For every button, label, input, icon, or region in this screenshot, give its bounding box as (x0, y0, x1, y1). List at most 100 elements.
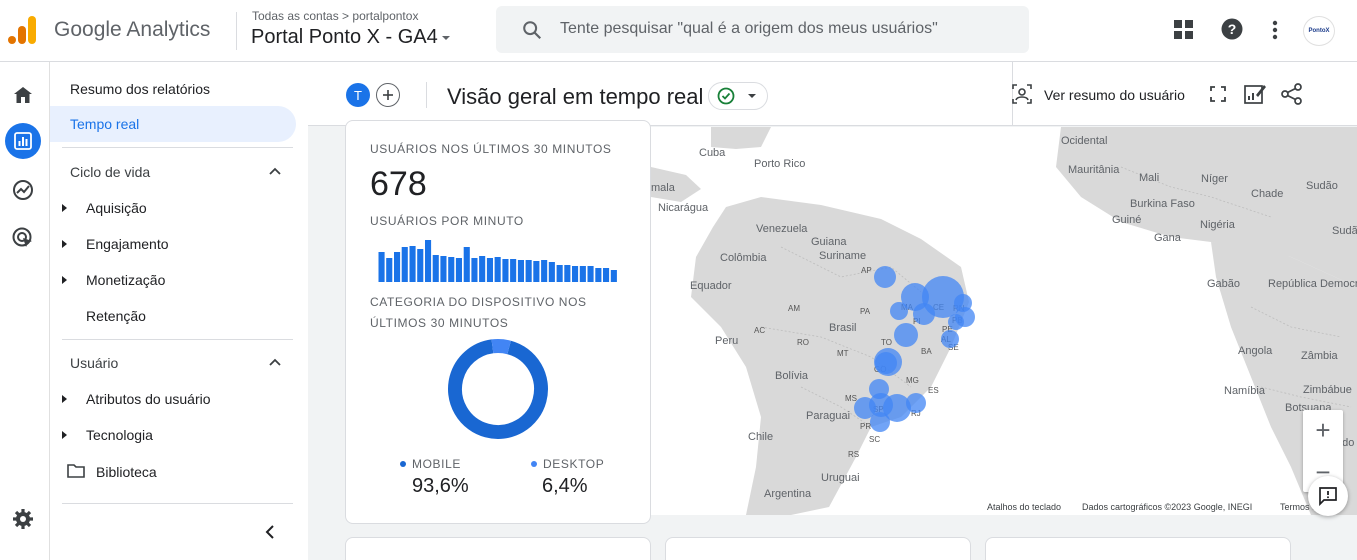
map-label: Bolívia (775, 370, 809, 382)
bar[interactable] (502, 259, 509, 282)
map-bubble[interactable] (890, 302, 908, 320)
divider (236, 12, 237, 50)
bar[interactable] (494, 257, 501, 282)
legend-mobile-value: 93,6% (412, 475, 469, 497)
customize-report-icon[interactable] (1244, 83, 1266, 105)
bar[interactable] (579, 266, 586, 282)
chevron-up-icon[interactable] (268, 356, 282, 370)
map-bubble[interactable] (941, 330, 959, 348)
feedback-button[interactable] (1308, 476, 1348, 516)
map-label: Guiana (811, 236, 847, 248)
map-label: RJ (911, 409, 921, 418)
map-bubble[interactable] (874, 266, 896, 288)
map-bubble[interactable] (854, 397, 876, 419)
bar[interactable] (463, 247, 470, 282)
apps-icon[interactable] (1174, 20, 1194, 40)
expand-arrow-icon (62, 276, 67, 284)
map-labels: Ocidental Cuba Porto Rico Mauritânia Mali Níg… (651, 135, 1357, 500)
bar[interactable] (548, 262, 555, 282)
caret-down-icon (441, 35, 450, 40)
bar[interactable] (587, 266, 594, 282)
share-icon[interactable] (1281, 83, 1303, 105)
bar[interactable] (432, 255, 439, 282)
bar[interactable] (409, 246, 416, 282)
property-name: Portal Ponto X - GA4 (251, 26, 438, 48)
bar[interactable] (455, 258, 462, 282)
chevron-up-icon[interactable] (268, 165, 282, 179)
bar[interactable] (572, 266, 579, 282)
reports-icon[interactable] (5, 123, 41, 159)
device-donut-chart[interactable] (446, 337, 550, 441)
map-label: Sudão do Sul (1332, 225, 1357, 237)
home-icon[interactable] (11, 83, 35, 107)
map-bubble[interactable] (875, 352, 897, 374)
data-quality-button[interactable] (708, 82, 768, 110)
bar[interactable] (556, 265, 563, 282)
user-snapshot-button[interactable]: Ver resumo do usuário (1012, 82, 1202, 108)
property-selector[interactable]: Portal Ponto X - GA4 (251, 26, 452, 49)
users-caption: USUÁRIOS NOS ÚLTIMOS 30 MINUTOS (370, 142, 612, 156)
bar[interactable] (595, 268, 602, 282)
plus-icon (383, 90, 393, 100)
more-vert-icon[interactable] (1272, 20, 1278, 40)
bar[interactable] (486, 258, 493, 282)
bar[interactable] (378, 252, 385, 282)
map-bubble[interactable] (906, 393, 926, 413)
chevron-left-icon[interactable] (258, 520, 282, 544)
fullscreen-icon[interactable] (1210, 86, 1226, 102)
bar[interactable] (425, 240, 432, 282)
bar[interactable] (401, 247, 408, 282)
map-bubble[interactable] (883, 394, 911, 422)
advertising-icon[interactable] (11, 226, 35, 250)
bar[interactable] (541, 260, 548, 282)
bar[interactable] (440, 256, 447, 282)
map-bubble[interactable] (870, 412, 890, 432)
realtime-map[interactable]: Ocidental Cuba Porto Rico Mauritânia Mali Níg… (651, 127, 1357, 515)
app-name[interactable]: Google Analytics (54, 18, 211, 41)
map-label: Equador (690, 280, 732, 292)
bar[interactable] (386, 258, 393, 282)
bar[interactable] (533, 261, 540, 282)
divider (62, 339, 293, 340)
comparison-avatar[interactable]: T (346, 83, 370, 107)
map-label: Paraguai (806, 410, 850, 422)
add-comparison-button[interactable] (376, 83, 400, 107)
bottom-card-2 (665, 537, 971, 560)
bar[interactable] (394, 252, 401, 282)
donut-slice-desktop[interactable] (446, 337, 550, 441)
help-icon[interactable]: ? (1221, 18, 1243, 40)
breadcrumb[interactable]: Todas as contas > portalpontox (252, 9, 419, 23)
attribution-terms[interactable]: Termos de uso (1280, 502, 1340, 512)
bar[interactable] (448, 257, 455, 282)
user-snapshot-label: Ver resumo do usuário (1044, 87, 1185, 103)
explore-icon[interactable] (11, 178, 35, 202)
attribution-shortcuts[interactable]: Atalhos do teclado (987, 502, 1062, 512)
map-bubble[interactable] (913, 303, 935, 325)
main-content: T Visão geral em tempo real Ver resumo d… (308, 62, 1357, 560)
bar[interactable] (417, 249, 424, 282)
users-per-minute-chart[interactable] (378, 238, 618, 282)
nav-item-realtime[interactable]: Tempo real (50, 106, 296, 142)
account-avatar[interactable]: PontoX (1303, 16, 1335, 46)
map-canvas[interactable]: Ocidental Cuba Porto Rico Mauritânia Mali Níg… (651, 127, 1357, 515)
bar[interactable] (471, 258, 478, 282)
bar[interactable] (517, 260, 524, 282)
search-bar[interactable]: Tente pesquisar "qual é a origem dos meu… (496, 6, 1029, 53)
bar[interactable] (479, 256, 486, 282)
bar[interactable] (510, 259, 517, 282)
google-analytics-logo-icon[interactable] (8, 14, 38, 46)
nav-section-lifecycle[interactable]: Ciclo de vida (70, 164, 151, 180)
zoom-in-button[interactable]: + (1315, 414, 1331, 445)
settings-icon[interactable] (11, 507, 35, 531)
bar[interactable] (564, 265, 571, 282)
nav-section-user[interactable]: Usuário (70, 355, 119, 371)
map-bubble[interactable] (894, 323, 918, 347)
bar[interactable] (603, 268, 610, 282)
nav-item-library[interactable]: Biblioteca (96, 464, 157, 480)
nav-item-reports-summary[interactable]: Resumo dos relatórios (70, 81, 211, 97)
map-label: Mauritânia (1068, 164, 1120, 176)
bar[interactable] (610, 270, 617, 282)
map-bubble[interactable] (948, 314, 964, 330)
map-label: Suriname (819, 250, 866, 262)
bar[interactable] (525, 260, 532, 282)
